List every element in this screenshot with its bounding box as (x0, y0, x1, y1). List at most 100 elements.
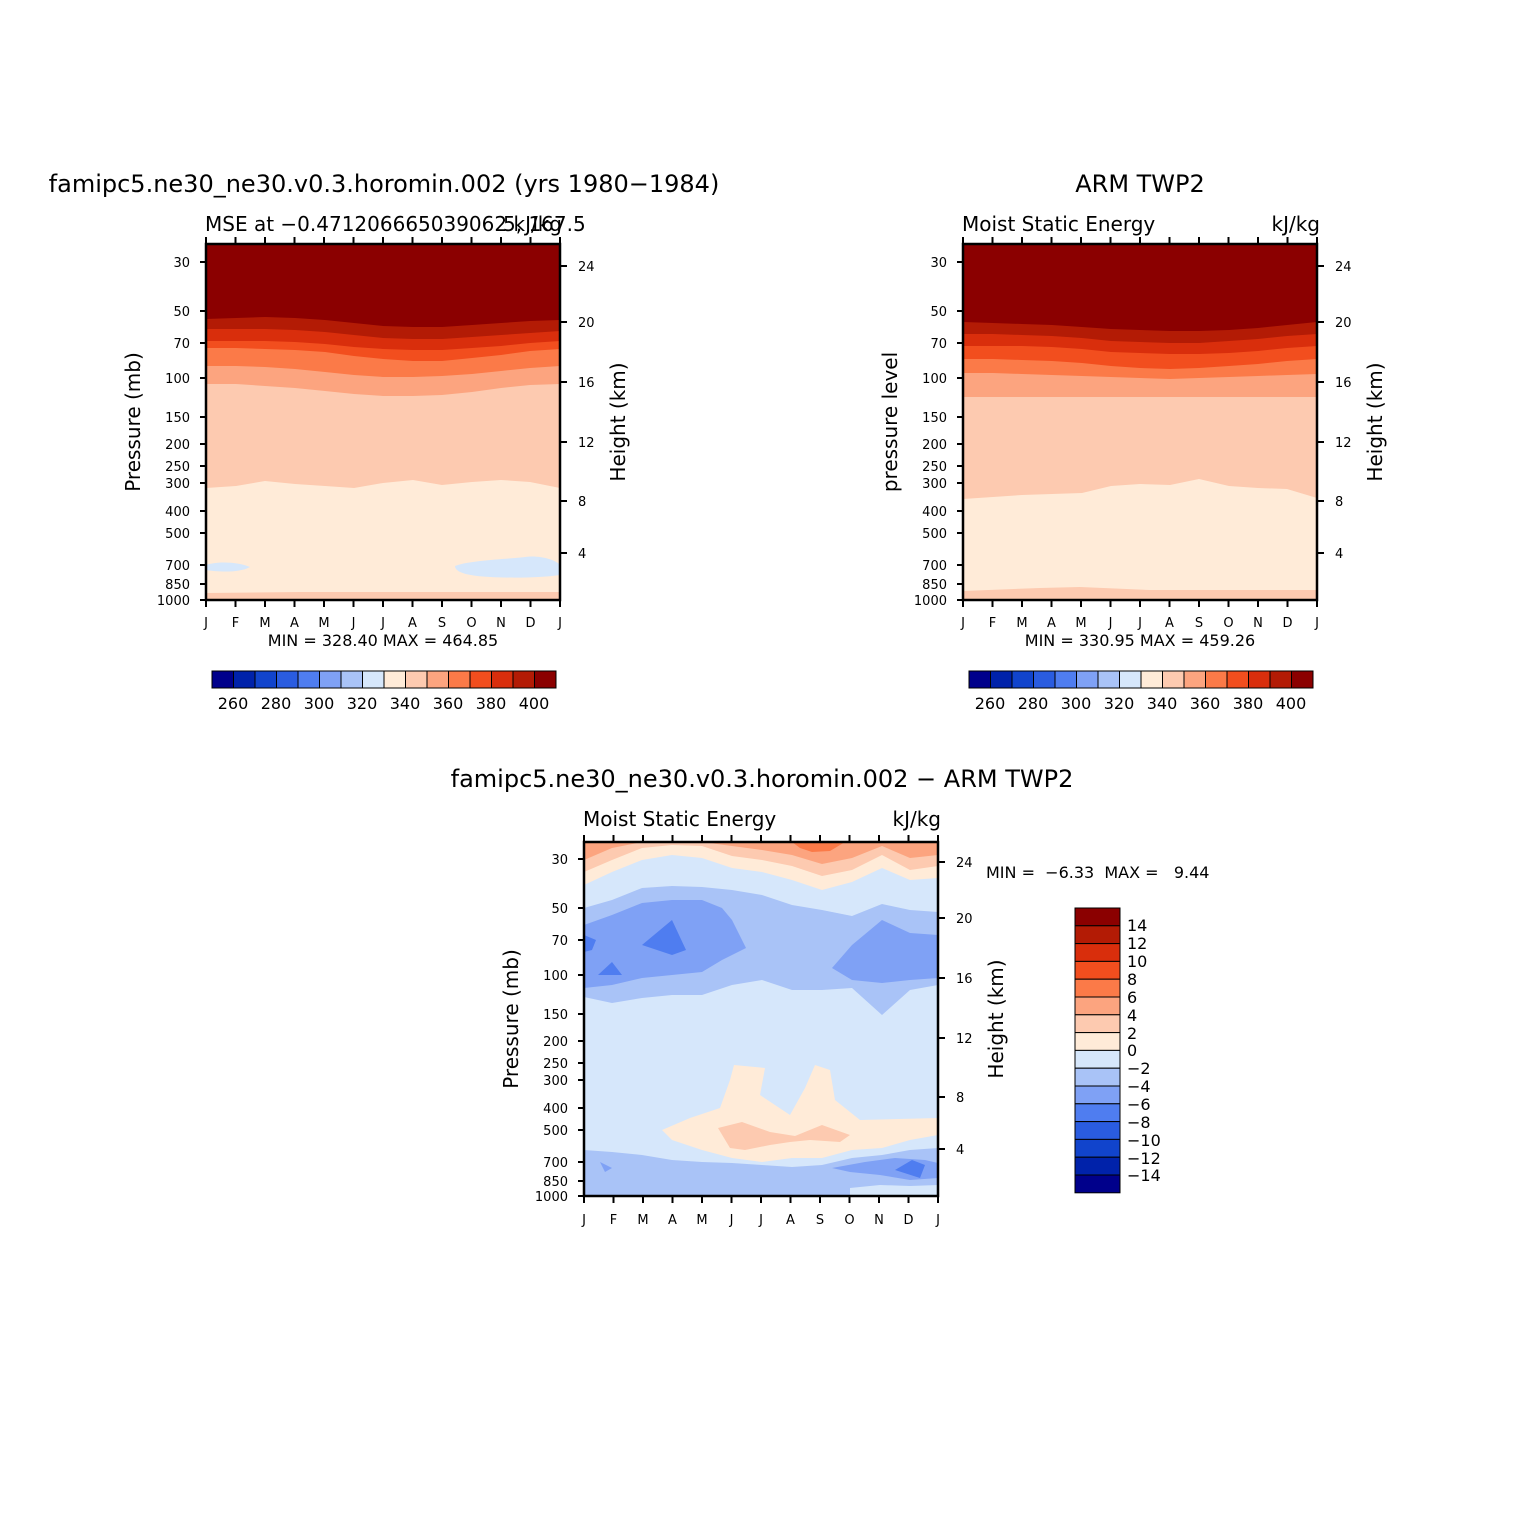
colorbar-label: 320 (1104, 694, 1135, 713)
colorbar-swatch (1074, 1156, 1121, 1176)
y-tick-label: 850 (543, 1175, 568, 1190)
height-tick-label: 16 (578, 376, 595, 391)
x-tick-label: J (729, 1213, 734, 1228)
band-6-to-8 (792, 842, 845, 852)
x-tick-label: M (318, 616, 329, 631)
y-tick-label: 300 (165, 477, 190, 492)
colorbar-swatch (1140, 670, 1163, 689)
height-tick-label: 8 (578, 495, 586, 510)
height-tick-label: 24 (578, 260, 595, 275)
colorbar-swatch (405, 670, 428, 689)
colorbar-label: −12 (1127, 1149, 1161, 1168)
panel-obs-colorbar (968, 670, 1314, 689)
y-tick-label: 500 (543, 1124, 568, 1139)
colorbar-label: 360 (433, 694, 464, 713)
y-tick-label: 150 (165, 411, 190, 426)
panel-diff-subtitle-right: kJ/kg (893, 807, 942, 831)
panel-obs-minmax: MIN = 330.95 MAX = 459.26 (1025, 631, 1255, 650)
panel-obs-subtitle-left: Moist Static Energy (962, 212, 1155, 236)
height-tick-label: 20 (1335, 316, 1352, 331)
y-tick-label: 50 (930, 305, 947, 320)
colorbar-swatch (340, 670, 363, 689)
colorbar-swatch (1074, 996, 1121, 1016)
x-tick-label: J (1137, 616, 1142, 631)
x-tick-label: S (438, 616, 446, 631)
y-tick-label: 70 (930, 337, 947, 352)
panel-diff-x-axis: J F M A M J J A S O N D J (581, 835, 940, 1228)
colorbar-label: 380 (476, 694, 507, 713)
x-tick-label: A (668, 1213, 677, 1228)
band-minus4-to-minus6-east (832, 920, 938, 983)
colorbar-label: 4 (1127, 1006, 1137, 1025)
x-tick-label: J (557, 616, 562, 631)
height-tick-label: 20 (956, 912, 973, 927)
panel-model-subtitle-right: kJ/kg (514, 212, 563, 236)
y-tick-label: 150 (543, 1008, 568, 1023)
colorbar-swatch (1291, 670, 1314, 689)
x-tick-label: N (874, 1213, 884, 1228)
panel-model-colorbar-labels: 260 280 300 320 340 360 380 400 (218, 694, 550, 713)
colorbar-swatch (1074, 1032, 1121, 1051)
band-minus6-to-minus8-jan (584, 935, 596, 952)
colorbar-label: 320 (347, 694, 378, 713)
colorbar-swatch (1074, 1085, 1121, 1105)
panel-obs-right-axis: 24 20 16 12 8 4 Height (km) (1317, 260, 1387, 562)
x-tick-label: M (259, 616, 270, 631)
height-tick-label: 4 (956, 1143, 964, 1158)
band-surface-0-to-minus2 (850, 1185, 938, 1196)
colorbar-label: 360 (1190, 694, 1221, 713)
x-tick-label: D (525, 616, 535, 631)
y-tick-label: 400 (922, 505, 947, 520)
colorbar-label: 400 (1276, 694, 1307, 713)
band-minus6-to-minus8-dec (895, 1160, 925, 1178)
height-tick-label: 20 (578, 316, 595, 331)
panel-diff-minmax: MIN = −6.33 MAX = 9.44 (986, 863, 1209, 882)
panel-obs-left-axis: 30 50 70 100 150 200 250 300 400 500 700… (878, 256, 963, 609)
x-tick-label: J (1108, 616, 1113, 631)
y-tick-label: 50 (551, 902, 568, 917)
colorbar-swatch (383, 670, 406, 689)
band-minus6-to-minus8-apr (642, 920, 686, 955)
y-tick-label: 1000 (535, 1190, 568, 1205)
panel-difference: famipc5.ne30_ne30.v0.3.horomin.002 − ARM… (451, 765, 1210, 1228)
colorbar-swatch (1074, 1174, 1121, 1194)
y-tick-label: 100 (165, 372, 190, 387)
colorbar-label: 300 (304, 694, 335, 713)
colorbar-swatch (1226, 670, 1249, 689)
band-0-to-minus2-upper (584, 870, 938, 912)
panel-model-y-axis-title: Pressure (mb) (121, 352, 145, 492)
x-tick-label: M (637, 1213, 648, 1228)
band-330-340 (206, 480, 560, 600)
x-tick-label: A (1047, 616, 1056, 631)
colorbar-swatch (469, 670, 492, 689)
panel-diff-colorbar (1074, 907, 1121, 1194)
colorbar-swatch (1074, 960, 1121, 980)
panel-model-minmax: MIN = 328.40 MAX = 464.85 (268, 631, 498, 650)
x-tick-label: D (1282, 616, 1292, 631)
colorbar-swatch (211, 670, 234, 689)
colorbar-swatch (319, 670, 342, 689)
y-tick-label: 100 (922, 372, 947, 387)
x-tick-label: O (1223, 616, 1233, 631)
band-near-surface (963, 587, 1317, 600)
colorbar-swatch (534, 670, 557, 689)
colorbar-swatch (491, 670, 514, 689)
height-tick-label: 24 (1335, 260, 1352, 275)
panel-obs-right-axis-title: Height (km) (1363, 362, 1387, 481)
y-tick-label: 100 (543, 969, 568, 984)
panel-model-x-axis: J F M A M J J A S O N D J (203, 237, 562, 631)
colorbar-swatch (1183, 670, 1206, 689)
y-tick-label: 400 (165, 505, 190, 520)
colorbar-label: 340 (390, 694, 421, 713)
y-tick-label: 200 (543, 1035, 568, 1050)
colorbar-swatch (276, 670, 299, 689)
colorbar-swatch (233, 670, 256, 689)
colorbar-swatch (1074, 1121, 1121, 1140)
colorbar-swatch (968, 670, 991, 689)
y-tick-label: 850 (165, 578, 190, 593)
colorbar-swatch (1033, 670, 1056, 689)
band-4-to-6 (584, 842, 938, 864)
colorbar-swatch (1074, 978, 1121, 998)
x-tick-label: D (903, 1213, 913, 1228)
